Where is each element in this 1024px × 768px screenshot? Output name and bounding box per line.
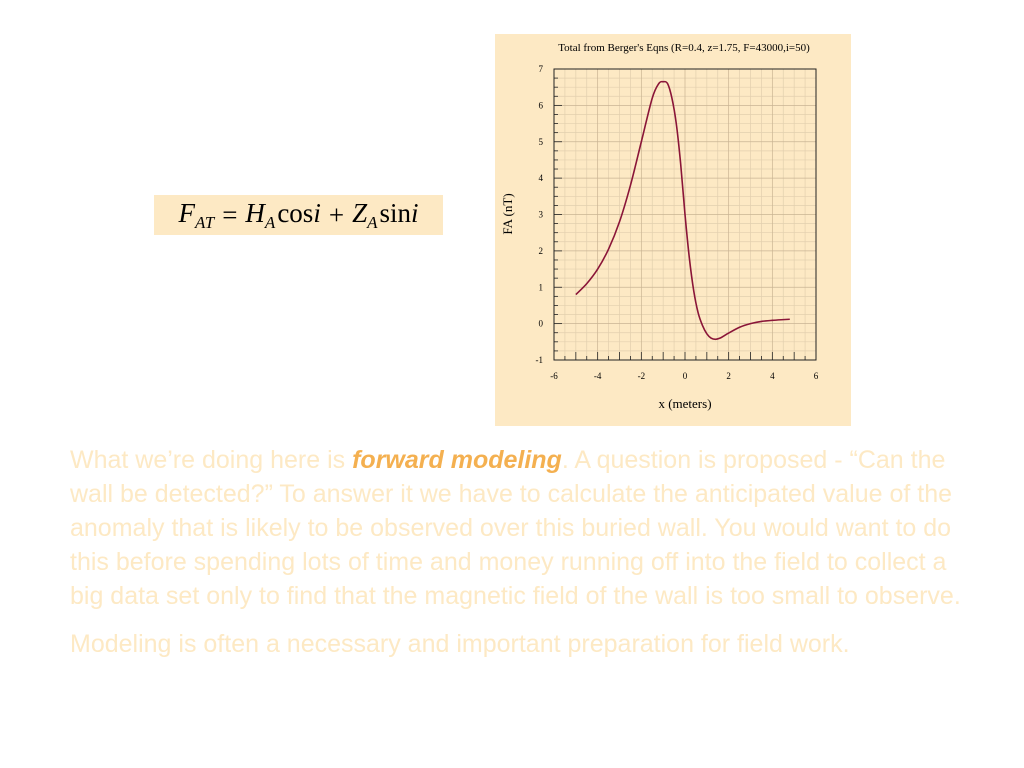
paragraph-forward-modeling: What we’re doing here is forward modelin… [70, 443, 970, 613]
equation-term2: ZAsini [352, 197, 419, 232]
chart-svg: Total from Berger's Eqns (R=0.4, z=1.75,… [500, 42, 819, 411]
chart-title: Total from Berger's Eqns (R=0.4, z=1.75,… [558, 42, 810, 54]
equation: FAT = HAcosi + ZAsini [154, 195, 443, 235]
x-tick-label: 2 [726, 371, 731, 381]
x-tick-label: -2 [638, 371, 646, 381]
body-text: What we’re doing here is forward modelin… [70, 443, 970, 675]
x-tick-label: -6 [550, 371, 558, 381]
para1-intro: What we’re doing here is [70, 446, 353, 474]
series-line [575, 80, 790, 341]
y-tick-label: -1 [536, 355, 544, 365]
para1-body: . A question is proposed - “Can the wall… [70, 446, 961, 610]
equation-lhs: FAT [178, 197, 215, 232]
x-tick-label: 0 [683, 371, 688, 381]
y-tick-label: 1 [539, 282, 544, 292]
x-tick-label: -4 [594, 371, 602, 381]
y-axis-label: FA (nT) [500, 193, 515, 234]
x-tick-label: 4 [770, 371, 775, 381]
y-tick-label: 6 [539, 100, 544, 110]
y-tick-label: 4 [539, 173, 544, 183]
y-tick-label: 2 [539, 246, 544, 256]
y-tick-label: 0 [539, 319, 544, 329]
equation-plus: + [328, 199, 345, 230]
forward-modeling-term: forward modeling [352, 446, 562, 474]
y-tick-label: 5 [539, 137, 544, 147]
chart-ticks [553, 68, 817, 361]
equation-equals: = [222, 199, 238, 230]
chart-series [575, 80, 790, 341]
chart-tick-labels: -6 -4 -2 0 2 4 6 -1 0 1 2 3 4 5 6 7 [536, 64, 819, 381]
equation-term1: HAcosi [245, 197, 321, 232]
x-tick-label: 6 [814, 371, 819, 381]
paragraph-modeling-preparation: Modeling is often a necessary and import… [70, 630, 850, 658]
y-tick-label: 3 [539, 210, 544, 220]
chart-panel: Total from Berger's Eqns (R=0.4, z=1.75,… [495, 34, 851, 426]
x-axis-label: x (meters) [658, 396, 711, 411]
y-tick-label: 7 [539, 64, 544, 74]
